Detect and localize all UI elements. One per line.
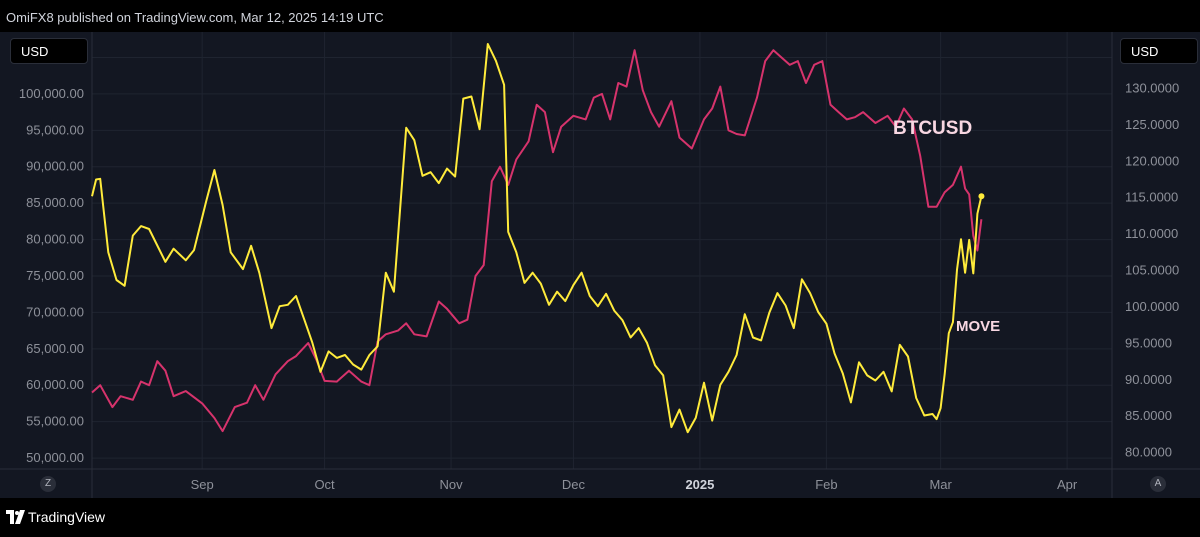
left-axis-tick-label: 75,000.00 [26,268,84,283]
x-axis-tick-label: Sep [191,477,214,492]
series-line-btcusd [91,49,983,433]
left-axis-tick-label: 80,000.00 [26,232,84,247]
right-axis-tick-label: 125.0000 [1125,117,1179,132]
footer-bar [0,498,1200,537]
right-axis-tick-label: 85.0000 [1125,408,1172,423]
series-label-move: MOVE [956,318,1000,335]
footer-brand: TradingView [28,509,106,525]
right-axis-tick-label: 100.0000 [1125,299,1179,314]
right-axis-tick-label: 110.0000 [1125,226,1178,241]
tradingview-logo-icon [6,510,25,524]
autoscale-toggle-button[interactable]: A [1150,476,1166,492]
x-axis-tick-label: Feb [815,477,837,492]
left-currency-button[interactable]: USD [10,38,88,64]
zoom-toggle-button[interactable]: Z [40,476,56,492]
left-axis-tick-label: 70,000.00 [26,304,84,319]
left-axis-tick-label: 50,000.00 [26,450,84,465]
right-axis-tick-label: 130.0000 [1125,80,1179,95]
x-axis-tick-label: Nov [439,477,463,492]
left-axis-tick-label: 95,000.00 [26,122,84,137]
left-axis-tick-label: 100,000.00 [19,86,84,101]
x-axis-tick-label: Apr [1057,477,1078,492]
chart-canvas[interactable]: 105,000.00100,000.0095,000.0090,000.0085… [0,32,1200,498]
right-axis-tick-label: 115.0000 [1125,190,1178,205]
left-axis-tick-label: 65,000.00 [26,341,84,356]
x-axis-tick-label: Mar [929,477,952,492]
x-axis-tick-label: Dec [562,477,586,492]
right-axis-tick-label: 95.0000 [1125,335,1172,350]
left-axis-tick-label: 85,000.00 [26,195,84,210]
left-axis-tick-label: 90,000.00 [26,159,84,174]
right-axis-tick-label: 90.0000 [1125,372,1172,387]
right-axis-tick-label: 120.0000 [1125,153,1179,168]
left-axis-tick-label: 60,000.00 [26,377,84,392]
series-endpoint-move [978,193,985,200]
series-line-move [91,43,983,434]
right-axis-tick-label: 80.0000 [1125,445,1172,460]
publisher-caption: OmiFX8 published on TradingView.com, Mar… [6,10,384,25]
left-axis-tick-label: 55,000.00 [26,414,84,429]
right-currency-button[interactable]: USD [1120,38,1198,64]
x-axis-tick-label: 2025 [685,477,714,492]
x-axis-tick-label: Oct [314,477,335,492]
right-axis-tick-label: 105.0000 [1125,263,1179,278]
series-label-btcusd: BTCUSD [893,118,972,139]
chart-area[interactable]: 105,000.00100,000.0095,000.0090,000.0085… [0,32,1200,498]
